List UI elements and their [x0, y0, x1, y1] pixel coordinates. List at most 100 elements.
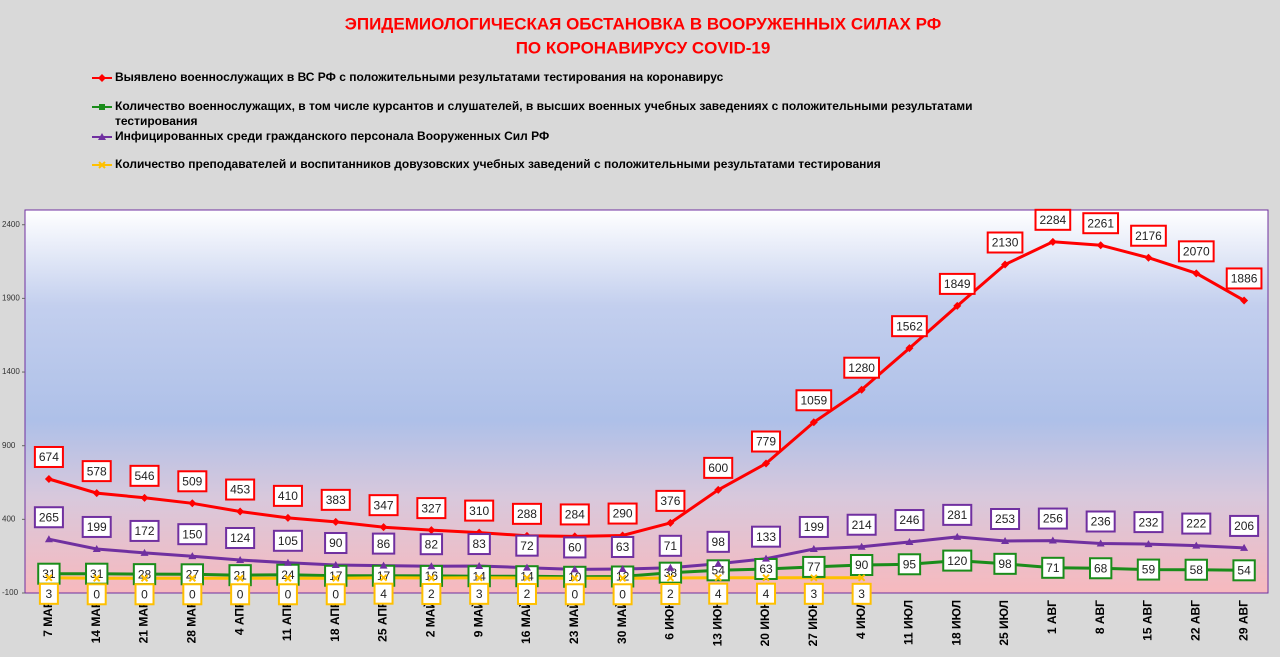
marker [236, 507, 245, 516]
marker [570, 565, 579, 573]
marker [571, 574, 579, 582]
data-label: 206 [1229, 514, 1260, 537]
data-label: 546 [129, 464, 160, 487]
data-label-box [515, 534, 539, 557]
data-label-box [610, 535, 635, 558]
data-label-box [1177, 240, 1215, 263]
x-tick-label: 1 АВГ [1045, 600, 1059, 634]
marker [236, 574, 244, 582]
data-label-text: 1059 [800, 393, 827, 407]
x-tick-label: 4 ИЮЛ [854, 600, 868, 639]
data-label-text: 383 [326, 493, 346, 507]
data-label: 0 [230, 583, 251, 606]
data-label-text: 290 [613, 507, 633, 521]
data-label: 2284 [1034, 208, 1072, 231]
data-label-box [464, 499, 495, 522]
data-label: 82 [419, 533, 444, 556]
data-label-text: 281 [947, 508, 967, 522]
data-label-text: 0 [619, 587, 626, 601]
data-label: 95 [897, 553, 922, 576]
data-label-box [33, 506, 64, 529]
data-label-text: 28 [138, 567, 152, 581]
marker [618, 564, 627, 572]
data-label-box [1225, 267, 1263, 290]
marker [1096, 241, 1105, 250]
data-label-text: 3 [46, 587, 53, 601]
marker [953, 532, 962, 540]
data-label: 2 [660, 582, 681, 605]
data-label-box [942, 549, 973, 572]
data-label-text: 82 [425, 537, 439, 551]
data-label-text: 1849 [944, 277, 971, 291]
data-label: 124 [225, 527, 256, 550]
data-label: 54 [1232, 559, 1256, 582]
data-label: 83 [467, 533, 491, 556]
data-label: 246 [894, 509, 925, 532]
data-label-text: 546 [135, 469, 155, 483]
marker [92, 544, 101, 552]
data-label-text: 2070 [1183, 245, 1210, 259]
marker [666, 563, 675, 571]
data-label: 71 [658, 534, 683, 557]
marker [140, 548, 149, 556]
data-label: 90 [849, 554, 874, 577]
x-tick-label: 16 МАЙ [518, 600, 533, 644]
data-label-box [516, 582, 537, 605]
y-tick-label: 900 [2, 441, 16, 450]
x-tick-label: 27 ИЮН [806, 600, 820, 646]
data-label-text: 124 [230, 531, 250, 545]
data-label-text: 453 [230, 483, 250, 497]
marker [1048, 237, 1057, 246]
data-label: 1562 [891, 315, 928, 338]
data-label: 1280 [843, 356, 880, 379]
data-label-text: 4 [763, 587, 770, 601]
data-label-box [986, 231, 1024, 254]
data-label-text: 17 [377, 569, 391, 583]
data-label: 31 [37, 562, 61, 585]
data-label-box [607, 502, 638, 525]
chart-title: ЭПИДЕМИОЛОГИЧЕСКАЯ ОБСТАНОВКА В ВООРУЖЕН… [345, 14, 941, 33]
data-label-text: 86 [377, 537, 391, 551]
marker [188, 574, 197, 582]
data-label-text: 347 [374, 498, 394, 512]
data-label-text: 2261 [1087, 216, 1114, 230]
data-label-box [891, 315, 928, 338]
marker [140, 574, 149, 582]
marker [188, 552, 197, 560]
marker [905, 538, 914, 546]
data-label-text: 27 [186, 567, 200, 581]
data-label-text: 24 [281, 568, 295, 582]
series-line [48, 576, 862, 580]
marker [284, 574, 292, 582]
marker [331, 561, 340, 569]
x-tick-label: 18 АПР [328, 600, 342, 642]
data-label-text: 199 [804, 520, 824, 534]
data-label-text: 16 [425, 569, 439, 583]
data-label-text: 172 [135, 524, 155, 538]
data-label: 253 [990, 508, 1021, 531]
marker [523, 574, 531, 582]
data-label-text: 3 [858, 587, 865, 601]
data-label-text: 674 [39, 450, 59, 464]
data-label: 600 [703, 456, 734, 479]
data-label: 3 [851, 582, 872, 605]
data-label: 4 [708, 582, 729, 605]
data-label-box [325, 583, 346, 606]
data-label-text: 410 [278, 489, 298, 503]
marker [1096, 539, 1105, 547]
data-label: 232 [1133, 511, 1164, 534]
data-label-box [469, 582, 490, 605]
data-label: 3 [469, 582, 490, 605]
data-label-box [272, 529, 303, 552]
data-label-box [564, 583, 585, 606]
marker [522, 563, 531, 571]
data-label-text: 2176 [1135, 229, 1162, 243]
data-label: 453 [225, 478, 256, 501]
data-label-text: 60 [568, 541, 582, 555]
data-label: 284 [559, 503, 590, 526]
data-label-box [708, 582, 729, 605]
data-label: 578 [81, 460, 112, 483]
data-label-text: 58 [1190, 563, 1204, 577]
data-label: 0 [564, 583, 585, 606]
